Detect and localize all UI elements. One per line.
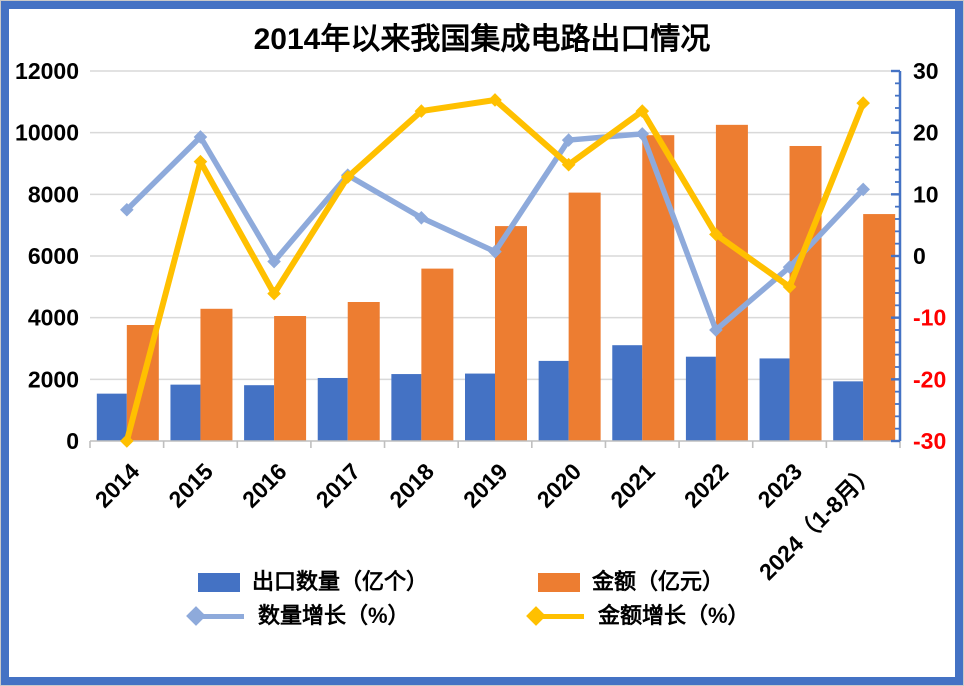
quantity-bar-swatch-icon <box>198 572 240 592</box>
bar <box>421 268 454 441</box>
bar <box>347 302 380 441</box>
legend-item-amount[interactable]: 金额（亿元） <box>538 569 750 594</box>
diamond-marker-icon <box>414 104 429 118</box>
diamond-marker-icon <box>856 182 870 197</box>
right-tick-label: 30 <box>913 58 939 84</box>
x-category-label: 2021 <box>605 458 660 513</box>
diamond-marker-icon <box>488 93 502 107</box>
chart-title: 2014年以来我国集成电路出口情况 <box>253 23 711 56</box>
diamond-marker-icon <box>340 170 355 184</box>
right-axis-labels: -30 -20 -10 0 10 20 30 <box>913 58 946 454</box>
x-category-label: 2014 <box>90 458 145 513</box>
left-tick-label: 0 <box>66 428 79 454</box>
x-category-label: 2016 <box>237 458 292 513</box>
diamond-marker-icon <box>267 254 281 269</box>
bar <box>391 374 422 441</box>
left-tick-label: 6000 <box>28 243 79 269</box>
bar <box>317 377 348 441</box>
diamond-marker-icon <box>782 280 797 294</box>
x-category-label: 2018 <box>384 458 439 513</box>
legend-label: 出口数量（亿个） <box>252 569 429 594</box>
x-category-label: 2019 <box>458 458 513 513</box>
diamond-marker-icon <box>635 104 650 118</box>
x-category-label: 2017 <box>311 458 366 513</box>
bar <box>96 393 127 441</box>
bar <box>200 308 233 441</box>
bar <box>538 360 569 441</box>
diamond-marker-icon <box>561 133 576 147</box>
legend-label: 数量增长（%） <box>258 603 410 629</box>
x-axis <box>89 440 901 448</box>
diamond-marker-icon <box>561 157 576 172</box>
right-tick-label: -30 <box>913 428 946 454</box>
legend-item-quantity-growth[interactable]: 数量增长（%） <box>194 603 538 629</box>
bar <box>789 145 822 441</box>
right-tick-label: -10 <box>913 305 946 331</box>
diamond-marker-icon <box>635 127 650 141</box>
series-line-amount-growth <box>120 93 870 448</box>
left-tick-label: 4000 <box>28 305 79 331</box>
left-tick-label: 12000 <box>15 58 79 84</box>
diamond-marker-icon <box>120 202 134 217</box>
diamond-marker-icon <box>709 227 723 242</box>
left-axis-labels: 0 2000 4000 6000 8000 10000 12000 <box>15 58 79 454</box>
diamond-marker-icon <box>267 286 281 301</box>
right-axis <box>891 69 902 443</box>
chart-legend: 出口数量（亿个） 金额（亿元） 数量增长（%） 金额增长（%） <box>194 569 750 629</box>
x-axis-labels: 2014 2015 2016 2017 2018 2019 2020 2021 2022 2023… <box>90 458 881 585</box>
legend-label: 金额（亿元） <box>592 569 725 594</box>
bar <box>274 316 307 441</box>
diamond-marker-icon <box>120 434 134 448</box>
bar <box>495 226 527 441</box>
diamond-marker-icon <box>193 130 208 144</box>
right-tick-label: 20 <box>913 120 939 146</box>
series-quantity-bars <box>96 345 864 441</box>
right-tick-label: 0 <box>913 243 926 269</box>
bar <box>833 381 864 441</box>
diamond-marker-icon <box>414 210 429 225</box>
bar <box>642 135 675 441</box>
bar <box>568 192 601 441</box>
x-category-label: 2022 <box>679 458 734 513</box>
diamond-marker-icon <box>709 323 723 337</box>
series-amount-bars <box>126 124 896 442</box>
legend-item-amount-growth[interactable]: 金额增长（%） <box>534 603 750 629</box>
diamond-marker-icon <box>856 96 870 110</box>
bar <box>465 373 495 441</box>
left-tick-label: 2000 <box>28 366 79 392</box>
right-tick-label: -20 <box>913 366 946 392</box>
bar <box>685 356 716 441</box>
amount-bar-swatch-icon <box>538 572 580 592</box>
x-category-label: 2020 <box>532 458 587 513</box>
series-line-quantity-growth <box>120 127 870 337</box>
x-category-label: 2023 <box>753 458 808 513</box>
bar <box>612 345 643 441</box>
legend-label: 金额增长（%） <box>598 603 750 629</box>
left-tick-label: 8000 <box>28 181 79 207</box>
bar <box>715 124 748 442</box>
x-category-label: 2015 <box>163 458 218 513</box>
right-tick-label: 10 <box>913 181 939 207</box>
bar <box>759 358 790 441</box>
left-tick-label: 10000 <box>15 120 79 146</box>
diamond-marker-icon <box>488 244 502 259</box>
legend-item-export-quantity[interactable]: 出口数量（亿个） <box>198 569 538 594</box>
diamond-marker-icon <box>193 154 208 169</box>
bar <box>170 384 201 441</box>
amount-growth-line-swatch-icon <box>534 613 584 619</box>
quantity-growth-line-swatch-icon <box>194 613 244 619</box>
bar <box>244 385 275 441</box>
bar <box>863 214 896 441</box>
